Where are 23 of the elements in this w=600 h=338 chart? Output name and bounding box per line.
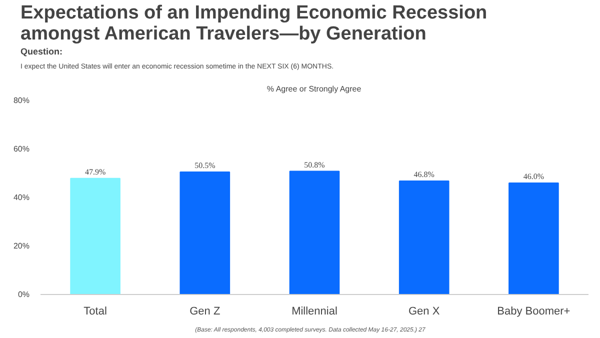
y-tick-label: 20% bbox=[13, 242, 30, 250]
data-label: 47.9% bbox=[84, 167, 106, 176]
y-tick-label: 80% bbox=[13, 96, 30, 105]
y-tick-label: 60% bbox=[13, 144, 30, 154]
y-tick-label: 0% bbox=[18, 290, 30, 299]
bar bbox=[508, 182, 559, 294]
chart-title: Expectations of an Impending Economic Recession amongst American Travelers—by Generation bbox=[20, 2, 488, 44]
bar bbox=[70, 178, 120, 294]
y-tick-label: 40% bbox=[13, 193, 30, 202]
x-tick-label: Gen Z bbox=[190, 306, 220, 318]
bar bbox=[289, 170, 340, 294]
data-label: 50.8% bbox=[304, 160, 326, 170]
x-tick-label: Total bbox=[84, 306, 107, 318]
x-tick-label: Gen X bbox=[408, 306, 440, 318]
data-label: 50.5% bbox=[194, 161, 216, 170]
bar bbox=[398, 180, 450, 294]
data-label: 46.0% bbox=[523, 172, 544, 181]
x-tick-label: Baby Boomer+ bbox=[497, 306, 570, 318]
bar bbox=[180, 172, 230, 294]
data-label: 46.8% bbox=[414, 170, 435, 180]
text: Question: bbox=[20, 46, 62, 56]
y-axis-title: % Agree or Strongly Agree bbox=[266, 84, 362, 94]
x-tick-label: Millennial bbox=[292, 306, 338, 318]
